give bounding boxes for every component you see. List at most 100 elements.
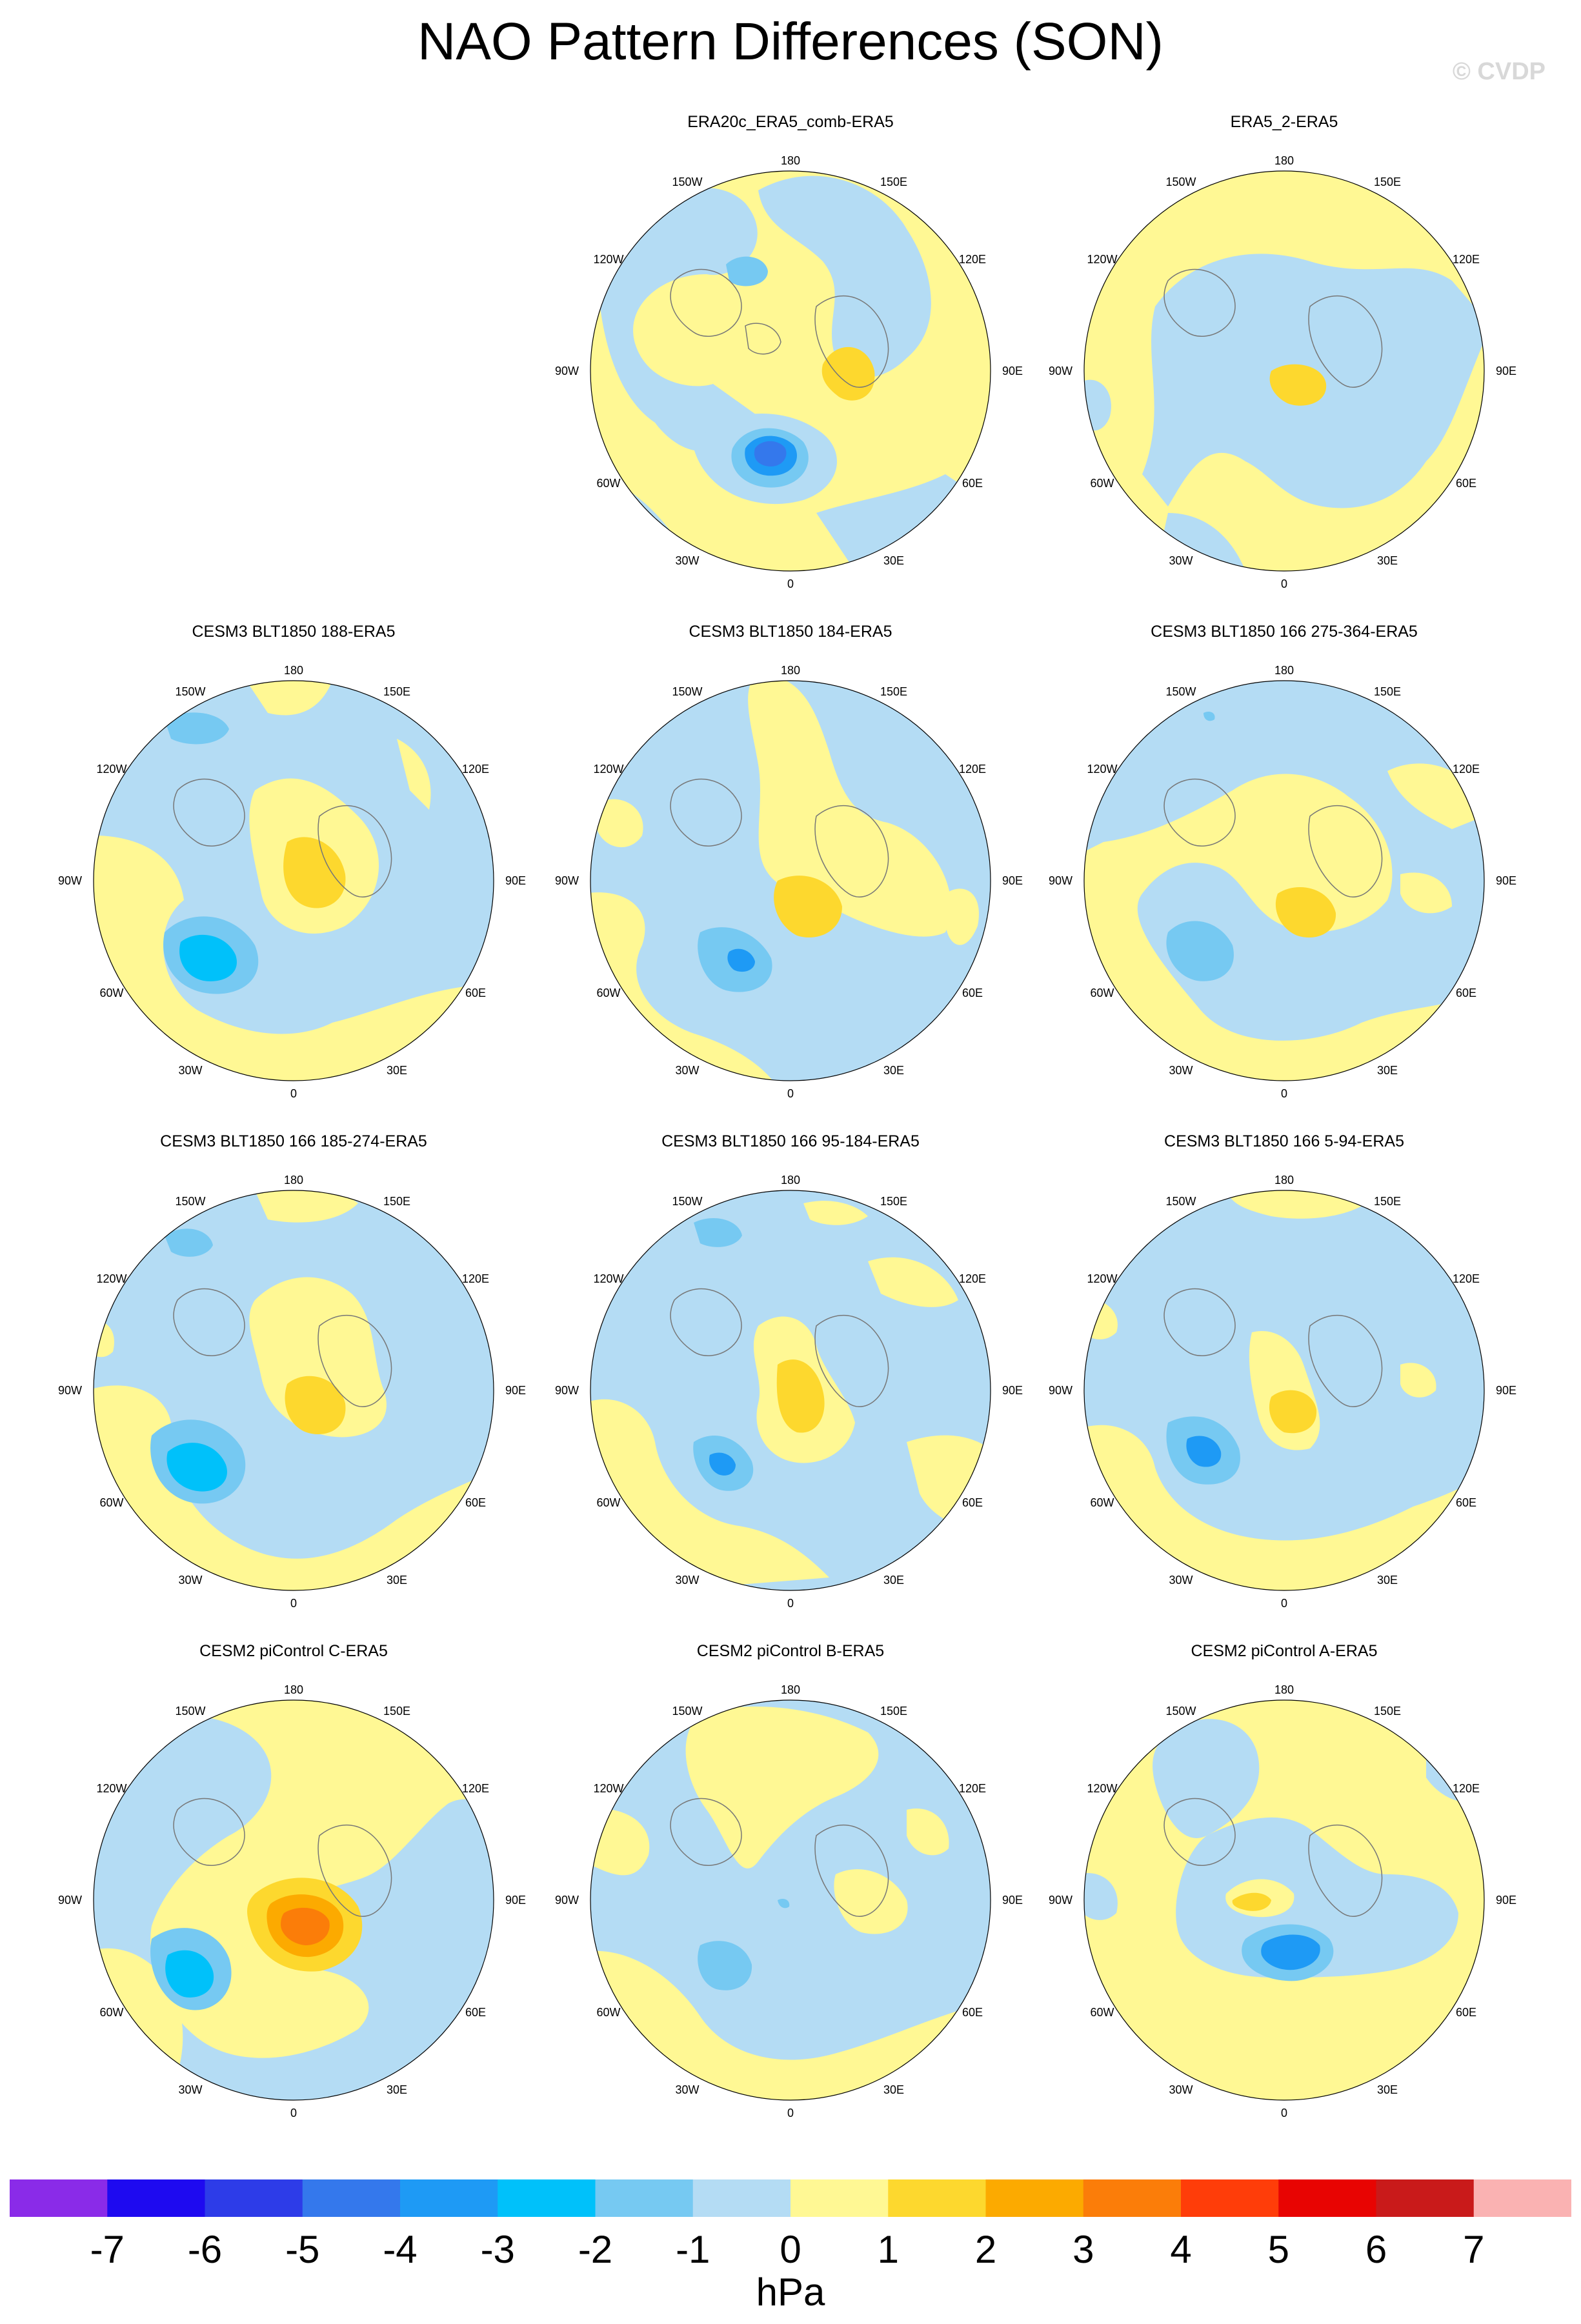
lon-label-30w: 30W bbox=[1169, 2083, 1193, 2096]
lon-label-150w: 150W bbox=[175, 685, 205, 698]
copyright-watermark: © CVDP bbox=[1452, 58, 1546, 85]
lon-label-90e: 90E bbox=[1496, 365, 1516, 377]
lon-label-90e: 90E bbox=[1002, 1384, 1023, 1397]
lon-label-30e: 30E bbox=[387, 1064, 407, 1077]
lon-label-0: 0 bbox=[1281, 1597, 1287, 1610]
lon-label-150e: 150E bbox=[383, 1195, 410, 1208]
lon-label-90e: 90E bbox=[1002, 874, 1023, 887]
lon-label-60w: 60W bbox=[596, 477, 620, 490]
colorbar-swatch bbox=[400, 2179, 498, 2217]
lon-label-30w: 30W bbox=[675, 554, 699, 567]
colorbar-unit: hPa bbox=[756, 2270, 825, 2314]
lon-label-150e: 150E bbox=[1374, 1195, 1401, 1208]
lon-label-150w: 150W bbox=[672, 1705, 702, 1718]
lon-label-0: 0 bbox=[1281, 577, 1287, 590]
map-panel-4: CESM3 BLT1850 184-ERA5 180 150W 150E 120… bbox=[545, 623, 1036, 1126]
lon-label-30w: 30W bbox=[1169, 1064, 1193, 1077]
lon-label-30w: 30W bbox=[178, 1064, 202, 1077]
colorbar-swatch bbox=[1376, 2179, 1475, 2217]
colorbar-tick-label: 6 bbox=[1365, 2228, 1387, 2271]
lon-label-60e: 60E bbox=[1456, 2006, 1476, 2019]
lon-label-150w: 150W bbox=[1165, 1195, 1196, 1208]
lon-label-0: 0 bbox=[290, 2107, 297, 2119]
panel-title: CESM2 piControl B-ERA5 bbox=[696, 1642, 885, 1660]
colorbar-swatch bbox=[1181, 2179, 1279, 2217]
lon-label-120w: 120W bbox=[593, 1272, 623, 1285]
lon-label-150e: 150E bbox=[880, 175, 907, 188]
lon-label-60w: 60W bbox=[99, 2006, 123, 2019]
lon-label-30w: 30W bbox=[675, 1574, 699, 1587]
lon-label-90e: 90E bbox=[1496, 874, 1516, 887]
lon-label-180: 180 bbox=[781, 664, 800, 677]
colorbar-tick-label: 4 bbox=[1170, 2228, 1192, 2271]
map-panel-3: CESM3 BLT1850 188-ERA5 180 150W 150E 120… bbox=[48, 623, 539, 1126]
lon-label-90e: 90E bbox=[505, 874, 526, 887]
lon-label-120w: 120W bbox=[593, 253, 623, 266]
polar-map: 180 150W 150E 120W 120E 90W 90E 60W 60E … bbox=[58, 664, 526, 1100]
lon-label-60w: 60W bbox=[1090, 2006, 1114, 2019]
lon-label-120e: 120E bbox=[1453, 1782, 1480, 1795]
lon-label-90e: 90E bbox=[505, 1894, 526, 1907]
lon-label-90w: 90W bbox=[58, 874, 82, 887]
lon-label-120w: 120W bbox=[1087, 763, 1117, 776]
lon-label-120w: 120W bbox=[96, 1782, 126, 1795]
lon-label-120e: 120E bbox=[959, 1272, 986, 1285]
colorbar-swatch bbox=[888, 2179, 986, 2217]
panel-title: ERA5_2-ERA5 bbox=[1230, 113, 1338, 131]
lon-label-90w: 90W bbox=[1049, 874, 1072, 887]
panel-title: ERA20c_ERA5_comb-ERA5 bbox=[687, 113, 894, 131]
lon-label-0: 0 bbox=[290, 1087, 297, 1100]
lon-label-180: 180 bbox=[781, 1683, 800, 1696]
lon-label-60e: 60E bbox=[962, 2006, 983, 2019]
lon-label-30e: 30E bbox=[883, 1064, 904, 1077]
colorbar-tick-label: 7 bbox=[1463, 2228, 1485, 2271]
colorbar-swatch bbox=[692, 2179, 791, 2217]
polar-map: 180 150W 150E 120W 120E 90W 90E 60W 60E … bbox=[1049, 664, 1516, 1100]
lon-label-150w: 150W bbox=[672, 175, 702, 188]
panel-title: CESM3 BLT1850 166 95-184-ERA5 bbox=[661, 1132, 920, 1150]
lon-label-120e: 120E bbox=[462, 1272, 489, 1285]
lon-label-0: 0 bbox=[787, 1597, 794, 1610]
lon-label-90w: 90W bbox=[1049, 1384, 1072, 1397]
colorbar-swatch bbox=[1278, 2179, 1376, 2217]
polar-map: 180 150W 150E 120W 120E 90W 90E 60W 60E … bbox=[1049, 154, 1516, 590]
lon-label-120e: 120E bbox=[959, 763, 986, 776]
lon-label-120e: 120E bbox=[959, 253, 986, 266]
lon-label-120w: 120W bbox=[96, 1272, 126, 1285]
colorbar-swatch bbox=[1083, 2179, 1182, 2217]
lon-label-150w: 150W bbox=[672, 685, 702, 698]
lon-label-90w: 90W bbox=[1049, 1894, 1072, 1907]
lon-label-0: 0 bbox=[787, 577, 794, 590]
lon-label-30e: 30E bbox=[883, 1574, 904, 1587]
lon-label-90e: 90E bbox=[505, 1384, 526, 1397]
lon-label-30w: 30W bbox=[1169, 554, 1193, 567]
lon-label-120e: 120E bbox=[959, 1782, 986, 1795]
map-panel-1: ERA20c_ERA5_comb-ERA5 180 150W 150E 120W… bbox=[545, 113, 1036, 616]
lon-label-120e: 120E bbox=[1453, 1272, 1480, 1285]
colorbar bbox=[10, 2179, 1571, 2217]
lon-label-60w: 60W bbox=[1090, 477, 1114, 490]
lon-label-60e: 60E bbox=[962, 477, 983, 490]
lon-label-90w: 90W bbox=[555, 365, 579, 377]
lon-label-60e: 60E bbox=[465, 2006, 486, 2019]
colorbar-tick-label: -1 bbox=[676, 2228, 710, 2271]
colorbar-swatch bbox=[10, 2179, 108, 2217]
lon-label-180: 180 bbox=[781, 1174, 800, 1187]
lon-label-120e: 120E bbox=[462, 1782, 489, 1795]
polar-map: 180 150W 150E 120W 120E 90W 90E 60W 60E … bbox=[58, 1174, 526, 1610]
panel-title: CESM2 piControl A-ERA5 bbox=[1191, 1642, 1378, 1660]
lon-label-60e: 60E bbox=[962, 1496, 983, 1509]
lon-label-60w: 60W bbox=[99, 987, 123, 999]
lon-label-180: 180 bbox=[1274, 1174, 1294, 1187]
map-panel-10: CESM2 piControl B-ERA5 180 150W 150E 120… bbox=[545, 1642, 1036, 2145]
map-panel-5: CESM3 BLT1850 166 275-364-ERA5 180 150W … bbox=[1039, 623, 1529, 1126]
lon-label-30e: 30E bbox=[1377, 554, 1398, 567]
panel-title: CESM3 BLT1850 188-ERA5 bbox=[192, 623, 396, 641]
lon-label-150w: 150W bbox=[1165, 1705, 1196, 1718]
map-panel-6: CESM3 BLT1850 166 185-274-ERA5 180 150W … bbox=[48, 1132, 539, 1636]
lon-label-90e: 90E bbox=[1496, 1894, 1516, 1907]
lon-label-60e: 60E bbox=[465, 987, 486, 999]
polar-map: 180 150W 150E 120W 120E 90W 90E 60W 60E … bbox=[555, 154, 1023, 590]
lon-label-90w: 90W bbox=[555, 1384, 579, 1397]
lon-label-150e: 150E bbox=[1374, 685, 1401, 698]
